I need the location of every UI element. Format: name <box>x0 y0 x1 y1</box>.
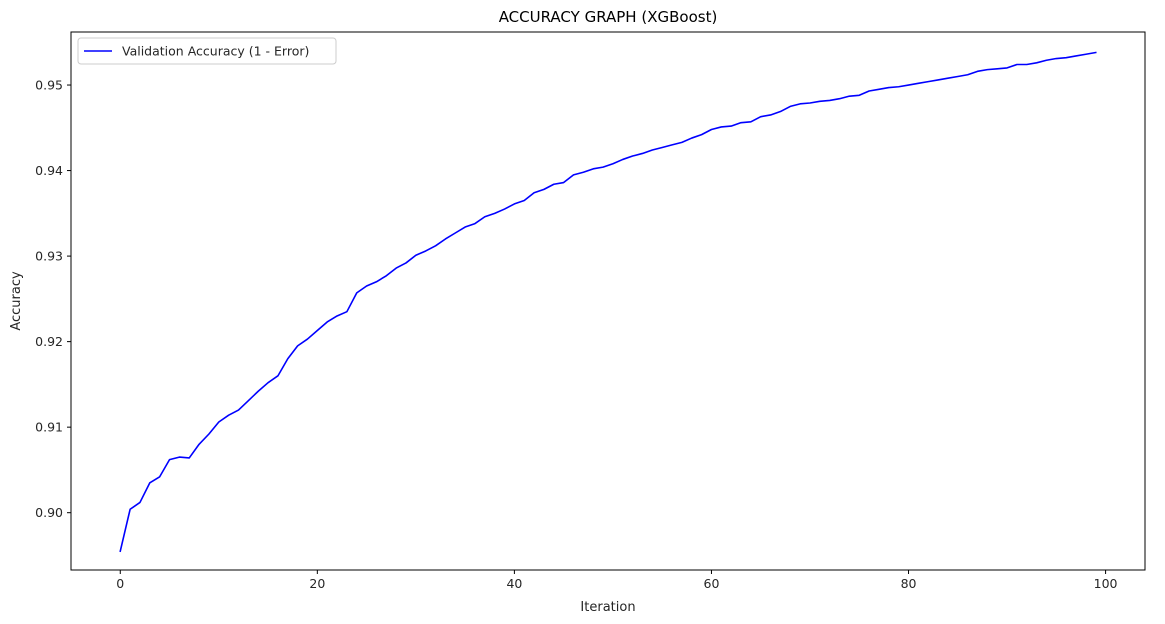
x-tick-label: 0 <box>116 576 124 591</box>
y-axis-label: Accuracy <box>9 271 24 331</box>
plot-layer <box>119 51 1097 553</box>
legend: Validation Accuracy (1 - Error) <box>77 37 337 65</box>
x-tick-label: 100 <box>1094 576 1118 591</box>
y-tick-label: 0.92 <box>35 334 63 349</box>
x-axis-label: Iteration <box>580 600 635 615</box>
axes-layer: 0 20 40 60 80 100 0.90 0.91 0.92 0.93 0.94 0.95 <box>35 31 1146 591</box>
x-tick-label: 40 <box>506 576 522 591</box>
chart-title: ACCURACY GRAPH (XGBoost) <box>499 8 718 26</box>
plot-frame <box>70 31 1146 571</box>
x-tick-label: 20 <box>309 576 325 591</box>
y-tick-label: 0.90 <box>35 505 63 520</box>
y-tick-label: 0.94 <box>35 163 63 178</box>
legend-box <box>77 37 337 65</box>
x-tick-label: 80 <box>901 576 917 591</box>
y-tick-label: 0.95 <box>35 78 63 93</box>
y-tick-label: 0.93 <box>35 249 63 264</box>
x-tick-label: 60 <box>704 576 720 591</box>
y-tick-label: 0.91 <box>35 420 63 435</box>
legend-label: Validation Accuracy (1 - Error) <box>122 44 309 59</box>
series-line-0 <box>119 51 1097 553</box>
